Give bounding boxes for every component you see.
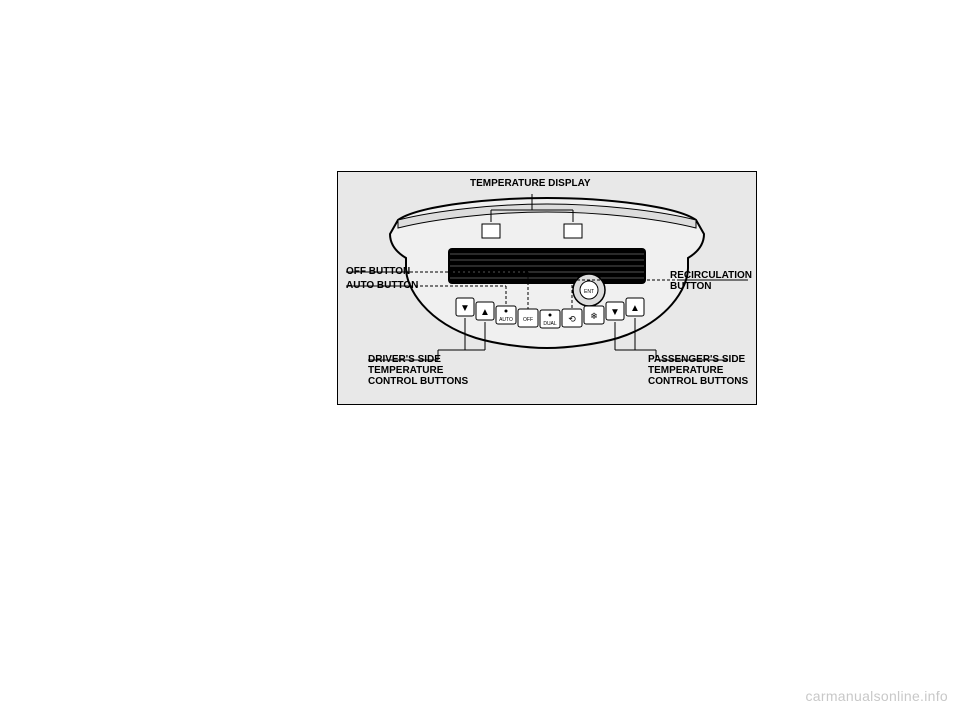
label-driver-l1: DRIVER'S SIDE: [368, 354, 441, 365]
svg-text:DUAL: DUAL: [543, 321, 557, 327]
dual-button: DUAL: [540, 310, 560, 328]
svg-text:❄: ❄: [590, 311, 598, 321]
label-pass-l1: PASSENGER'S SIDE: [648, 354, 745, 365]
off-button: OFF: [518, 309, 538, 327]
label-pass-l3: CONTROL BUTTONS: [648, 376, 748, 387]
passenger-temp-down-button: ▼: [606, 302, 624, 320]
label-driver-side: DRIVER'S SIDE TEMPERATURE CONTROL BUTTON…: [368, 354, 468, 387]
label-auto-button: AUTO BUTTON: [346, 280, 418, 291]
auto-button: AUTO: [496, 306, 516, 324]
label-off-button: OFF BUTTON: [346, 266, 410, 277]
label-recirc-l1: RECIRCULATION: [670, 270, 752, 281]
svg-text:▲: ▲: [630, 303, 640, 314]
label-temp-display: TEMPERATURE DISPLAY: [470, 178, 591, 189]
knob-label: ENT: [584, 289, 594, 295]
label-recirc: RECIRCULATION BUTTON: [670, 270, 752, 292]
temp-display-right: [564, 224, 582, 238]
svg-text:AUTO: AUTO: [499, 317, 513, 323]
svg-text:▲: ▲: [480, 307, 490, 318]
ac-button: ❄: [584, 306, 604, 324]
svg-text:⟲: ⟲: [568, 314, 576, 324]
driver-temp-down-button: ▼: [456, 298, 474, 316]
diagram-box: ENT ▼ ▲ AUTO OFF DUAL ⟲ ❄ ▼ ▲: [337, 171, 757, 405]
label-driver-l3: CONTROL BUTTONS: [368, 376, 468, 387]
label-recirc-l2: BUTTON: [670, 281, 711, 292]
label-passenger-side: PASSENGER'S SIDE TEMPERATURE CONTROL BUT…: [648, 354, 748, 387]
recirc-button: ⟲: [562, 309, 582, 327]
svg-text:OFF: OFF: [523, 317, 533, 323]
passenger-temp-up-button: ▲: [626, 298, 644, 316]
svg-text:▼: ▼: [460, 303, 470, 314]
driver-temp-up-button: ▲: [476, 302, 494, 320]
svg-text:▼: ▼: [610, 307, 620, 318]
watermark: carmanualsonline.info: [806, 688, 949, 704]
label-pass-l2: TEMPERATURE: [648, 365, 723, 376]
temp-display-left: [482, 224, 500, 238]
label-driver-l2: TEMPERATURE: [368, 365, 443, 376]
